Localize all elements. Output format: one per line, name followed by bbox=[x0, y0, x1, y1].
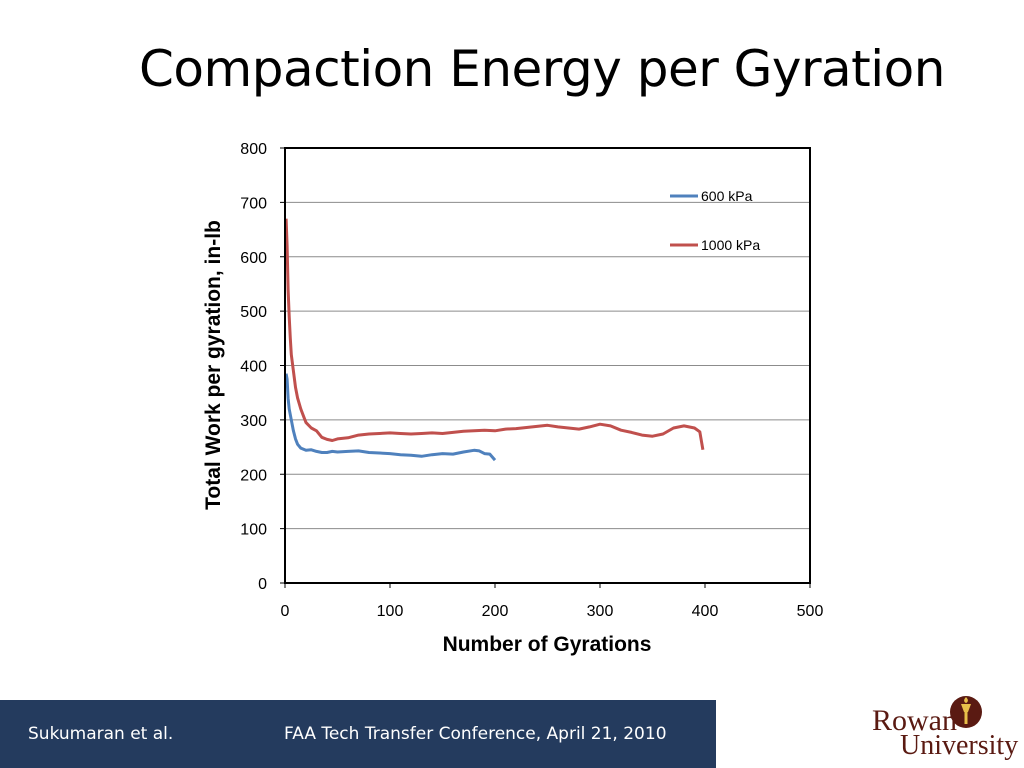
x-tick-label-200: 200 bbox=[482, 603, 509, 620]
x-tick-label-400: 400 bbox=[692, 603, 719, 620]
x-tick-label-100: 100 bbox=[377, 603, 404, 620]
y-tick-label-600: 600 bbox=[240, 250, 267, 267]
footer-bar bbox=[0, 700, 716, 768]
x-tick-label-0: 0 bbox=[281, 603, 290, 620]
y-tick-label-300: 300 bbox=[240, 413, 267, 430]
slide-title: Compaction Energy per Gyration bbox=[139, 40, 945, 98]
legend-label-1: 1000 kPa bbox=[701, 237, 760, 253]
y-tick-labels: 0 100 200 300 400 500 600 700 800 bbox=[240, 141, 267, 593]
logo-text-rowan: Rowan bbox=[872, 704, 957, 737]
legend: 600 kPa 1000 kPa bbox=[670, 188, 760, 253]
rowan-logo: Rowan University bbox=[868, 692, 1024, 768]
plot-frame bbox=[284, 147, 811, 584]
series-lines bbox=[284, 218, 705, 462]
gridlines bbox=[280, 147, 811, 588]
energy-chart: 0 100 200 300 400 500 600 700 800 0 100 200 300 400 5… bbox=[202, 141, 824, 656]
y-tick-label-400: 400 bbox=[240, 359, 267, 376]
series-line-1000-kpa bbox=[284, 218, 705, 451]
y-tick-label-100: 100 bbox=[240, 522, 267, 539]
legend-label-0: 600 kPa bbox=[701, 188, 753, 204]
y-tick-label-800: 800 bbox=[240, 141, 267, 158]
x-axis-label: Number of Gyrations bbox=[443, 633, 652, 656]
footer-author: Sukumaran et al. bbox=[28, 724, 174, 744]
x-tick-labels: 0 100 200 300 400 500 bbox=[281, 603, 824, 620]
series-line-600-kpa bbox=[284, 373, 497, 462]
y-tick-label-500: 500 bbox=[240, 304, 267, 321]
y-axis-label: Total Work per gyration, in-lb bbox=[202, 220, 225, 510]
y-tick-label-200: 200 bbox=[240, 467, 267, 484]
y-tick-label-0: 0 bbox=[258, 576, 267, 593]
x-tick-label-500: 500 bbox=[797, 603, 824, 620]
x-tick-label-300: 300 bbox=[587, 603, 614, 620]
logo-text-university: University bbox=[900, 730, 1019, 761]
footer-conference: FAA Tech Transfer Conference, April 21, … bbox=[284, 724, 667, 744]
torch-seal-icon bbox=[950, 696, 982, 728]
y-tick-label-700: 700 bbox=[240, 195, 267, 212]
